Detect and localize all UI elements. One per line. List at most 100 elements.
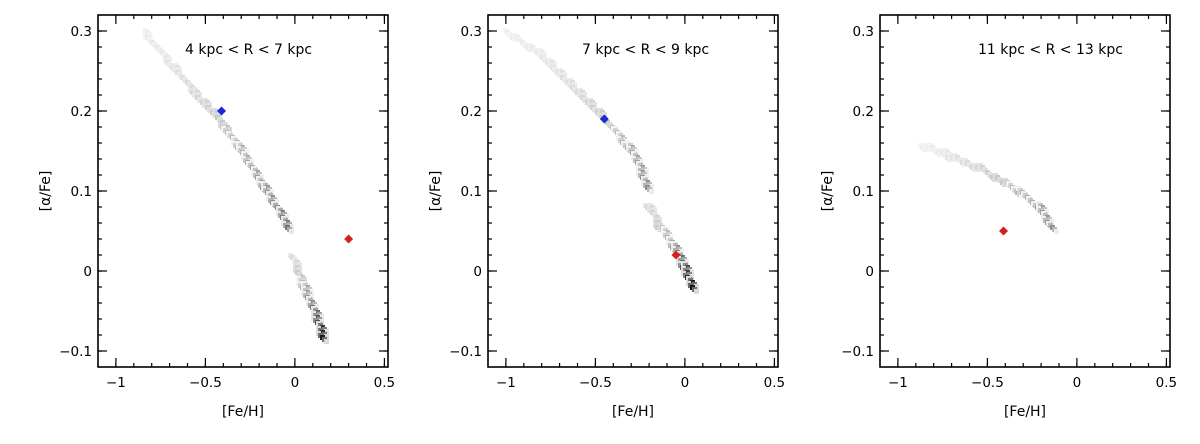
x-tick-label: 0.5 bbox=[1156, 375, 1177, 391]
density-map bbox=[503, 28, 699, 294]
density-cell bbox=[167, 57, 172, 62]
plot-frame bbox=[487, 14, 779, 368]
data-marker bbox=[344, 234, 354, 244]
x-axis-label: [Fe/H] bbox=[1004, 404, 1046, 420]
density-cell bbox=[1044, 209, 1049, 214]
density-cell bbox=[652, 207, 657, 212]
density-cell bbox=[689, 274, 694, 279]
density-cell bbox=[562, 72, 567, 77]
panel-2: −1 −0.5 0 0.5 −0.1 0 0.1 0.2 0.3 7 kpc < R < 9 k… bbox=[428, 14, 785, 420]
density-cell bbox=[922, 147, 927, 152]
data-marker bbox=[599, 114, 609, 124]
density-map bbox=[918, 143, 1059, 234]
panel-3: −1 −0.5 0 0.5 −0.1 0 0.1 0.2 0.3 11 kpc < R < 13… bbox=[820, 14, 1177, 420]
x-tick-label: 0.5 bbox=[374, 375, 395, 391]
density-cell bbox=[937, 152, 942, 157]
density-cell bbox=[324, 334, 329, 339]
density-cell bbox=[259, 174, 264, 179]
y-tick-label: 0 bbox=[865, 264, 874, 280]
y-tick-label: 0.2 bbox=[461, 104, 482, 120]
density-cell bbox=[314, 304, 319, 309]
density-cell bbox=[669, 234, 674, 239]
density-cell bbox=[689, 269, 694, 274]
y-tick-label: 0.2 bbox=[853, 104, 874, 120]
y-axis-label: [α/Fe] bbox=[38, 171, 54, 212]
x-tick-label: −0.5 bbox=[189, 375, 222, 391]
density-cell bbox=[657, 227, 662, 232]
y-tick-label: 0.2 bbox=[71, 104, 92, 120]
x-tick-label: −1 bbox=[106, 375, 126, 391]
density-cell bbox=[227, 127, 232, 132]
y-tick-label: 0.3 bbox=[853, 24, 874, 40]
density-cell bbox=[992, 177, 997, 182]
density-cell bbox=[324, 329, 329, 334]
data-marker bbox=[999, 226, 1009, 236]
x-tick-label: 0 bbox=[681, 375, 690, 391]
density-cell bbox=[552, 62, 557, 67]
x-tick-label: 0.5 bbox=[764, 375, 785, 391]
region-annotation: 7 kpc < R < 9 kpc bbox=[582, 42, 709, 58]
y-tick-label: 0 bbox=[83, 264, 92, 280]
x-tick-label: −1 bbox=[888, 375, 908, 391]
density-cell bbox=[324, 339, 329, 344]
tick-layer: −1 −0.5 0 0.5 −0.1 0 0.1 0.2 0.3 bbox=[449, 15, 785, 391]
density-cell bbox=[1049, 219, 1054, 224]
x-tick-label: −0.5 bbox=[971, 375, 1004, 391]
density-cell bbox=[542, 52, 547, 57]
tick-layer: −1 −0.5 0 0.5 −0.1 0 0.1 0.2 0.3 bbox=[841, 15, 1177, 391]
y-tick-label: −0.1 bbox=[449, 344, 482, 360]
y-tick-label: 0.3 bbox=[461, 24, 482, 40]
density-cell bbox=[947, 157, 952, 162]
density-cell bbox=[319, 314, 324, 319]
tick-layer: −1 −0.5 0 0.5 −0.1 0 0.1 0.2 0.3 bbox=[59, 15, 395, 391]
density-cell bbox=[217, 112, 222, 117]
panel-1: −1 −0.5 0 0.5 −0.1 0 0.1 0.2 0.3 4 kpc < R < 7 k… bbox=[38, 14, 395, 420]
density-cell bbox=[977, 167, 982, 172]
density-cell bbox=[289, 224, 294, 229]
y-tick-label: 0 bbox=[473, 264, 482, 280]
density-cell bbox=[972, 167, 977, 172]
x-axis-label: [Fe/H] bbox=[612, 404, 654, 420]
density-map bbox=[143, 28, 329, 344]
plot-frame bbox=[97, 14, 389, 368]
density-cell bbox=[297, 267, 302, 272]
density-cell bbox=[309, 294, 314, 299]
density-cell bbox=[639, 159, 644, 164]
marker-layer bbox=[999, 226, 1009, 236]
density-cell bbox=[694, 284, 699, 289]
density-cell bbox=[927, 147, 932, 152]
x-tick-label: −1 bbox=[496, 375, 516, 391]
density-cell bbox=[962, 162, 967, 167]
x-tick-label: −0.5 bbox=[579, 375, 612, 391]
density-cell bbox=[274, 199, 279, 204]
density-cell bbox=[582, 92, 587, 97]
density-cell bbox=[289, 229, 294, 234]
data-marker bbox=[217, 106, 227, 116]
y-tick-label: 0.1 bbox=[71, 184, 92, 200]
x-tick-label: 0 bbox=[291, 375, 300, 391]
density-cell bbox=[244, 149, 249, 154]
density-cell bbox=[302, 277, 307, 282]
y-tick-label: −0.1 bbox=[841, 344, 874, 360]
density-cell bbox=[147, 32, 152, 37]
density-cell bbox=[572, 82, 577, 87]
density-cell bbox=[197, 92, 202, 97]
y-tick-label: 0.1 bbox=[461, 184, 482, 200]
x-axis-label: [Fe/H] bbox=[222, 404, 264, 420]
density-cell bbox=[297, 262, 302, 267]
density-cell bbox=[207, 102, 212, 107]
region-annotation: 4 kpc < R < 7 kpc bbox=[185, 42, 312, 58]
density-cell bbox=[319, 319, 324, 324]
region-annotation: 11 kpc < R < 13 kpc bbox=[978, 42, 1123, 58]
density-cell bbox=[269, 189, 274, 194]
density-cell bbox=[527, 47, 532, 52]
data-marker bbox=[671, 250, 681, 260]
density-cell bbox=[592, 102, 597, 107]
marker-layer bbox=[599, 114, 681, 260]
density-cell bbox=[177, 67, 182, 72]
density-cell bbox=[1054, 229, 1059, 234]
density-cell bbox=[634, 149, 639, 154]
y-tick-label: 0.3 bbox=[71, 24, 92, 40]
density-cell bbox=[649, 184, 654, 189]
